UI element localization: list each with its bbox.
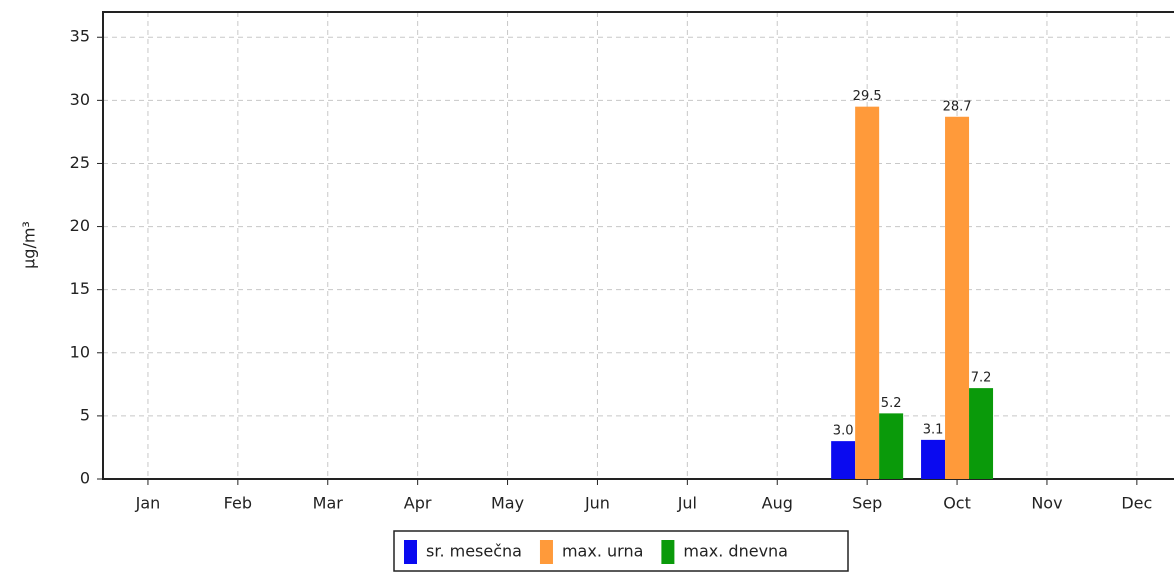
x-tick-label: May: [491, 494, 524, 513]
plot-frame: [102, 11, 1174, 480]
legend-label: max. dnevna: [683, 542, 788, 561]
data-label: 3.0: [833, 424, 854, 439]
x-tick-label: Jun: [584, 494, 610, 513]
x-tick-label: Jan: [135, 494, 161, 513]
legend-swatch: [661, 540, 675, 564]
data-label: 28.7: [943, 99, 972, 114]
y-tick-label: 10: [70, 342, 90, 361]
x-tick-label: Mar: [313, 494, 344, 513]
bar: [969, 388, 994, 479]
data-label: 29.5: [853, 89, 882, 104]
y-axis-label: µg/m³: [20, 221, 39, 269]
legend-label: max. urna: [562, 542, 643, 561]
y-tick-label: 25: [70, 153, 90, 172]
x-tick-label: Oct: [943, 494, 971, 513]
data-label: 3.1: [923, 422, 944, 437]
bar: [921, 439, 946, 479]
legend-swatch: [539, 540, 553, 564]
y-tick-label: 15: [70, 279, 90, 298]
x-tick-label: Feb: [224, 494, 252, 513]
legend-label: sr. mesečna: [426, 542, 522, 561]
bar: [879, 413, 904, 479]
y-tick-label: 20: [70, 216, 90, 235]
data-label: 5.2: [881, 396, 902, 411]
x-tick-label: Nov: [1031, 494, 1062, 513]
x-tick-label: Dec: [1121, 494, 1152, 513]
x-tick-label: Sep: [852, 494, 882, 513]
y-tick-label: 0: [80, 469, 90, 488]
legend-box: [393, 530, 849, 572]
x-tick-label: Aug: [762, 494, 793, 513]
bar: [831, 441, 856, 479]
legend-swatch: [404, 540, 417, 564]
data-label: 7.2: [971, 371, 992, 386]
y-tick-label: 30: [70, 90, 90, 109]
x-tick-label: Apr: [404, 494, 432, 513]
y-tick-label: 5: [80, 405, 90, 424]
x-tick-label: Jul: [677, 494, 697, 513]
bar: [855, 106, 880, 479]
bar: [945, 116, 970, 479]
y-tick-label: 35: [70, 27, 90, 46]
